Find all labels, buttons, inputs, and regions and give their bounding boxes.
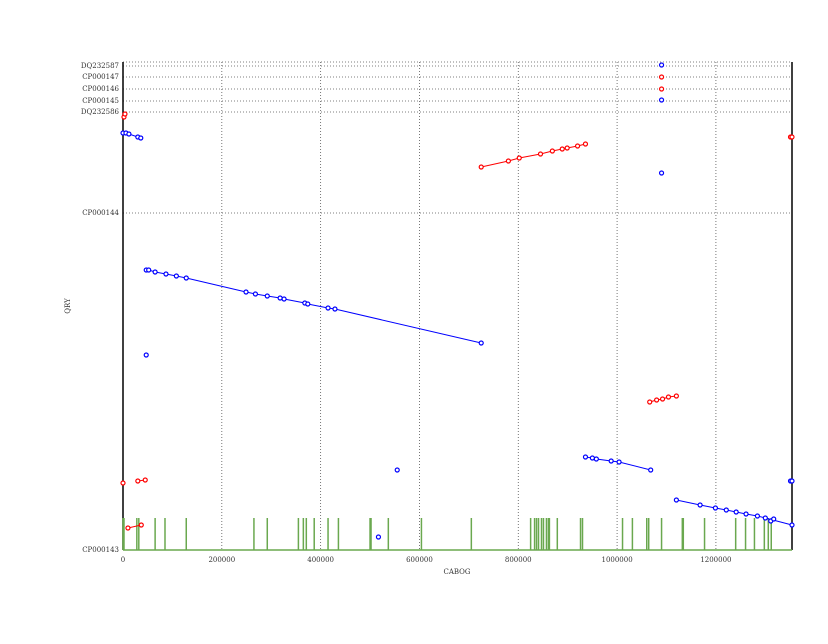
- point: [658, 86, 665, 92]
- point: [658, 170, 665, 176]
- x-tick-label: 600000: [406, 556, 433, 564]
- y-tick-label: CP000147: [82, 73, 119, 81]
- point: [754, 513, 761, 519]
- point: [264, 293, 270, 299]
- alignment-line: [123, 132, 793, 526]
- point: [659, 396, 666, 402]
- point: [673, 393, 679, 399]
- x-tick-label: 0: [121, 556, 125, 564]
- point: [564, 145, 570, 151]
- point: [648, 467, 654, 473]
- point: [478, 340, 484, 346]
- x-tick-label: 1000000: [601, 556, 632, 564]
- point: [478, 164, 484, 170]
- y-tick-label: CP000143: [82, 546, 119, 554]
- y-tick-label: CP000145: [82, 97, 119, 105]
- point: [647, 399, 653, 405]
- x-axis-label: CABOG: [443, 568, 470, 576]
- point: [658, 62, 665, 68]
- point: [771, 516, 777, 522]
- point: [138, 522, 144, 528]
- point: [762, 515, 768, 521]
- alignment-line: [124, 89, 792, 528]
- point: [305, 301, 311, 307]
- point: [152, 269, 158, 275]
- point: [135, 478, 141, 484]
- point: [789, 522, 795, 528]
- point: [723, 507, 729, 513]
- point: [252, 291, 259, 297]
- point: [120, 480, 126, 486]
- y-axis-label: QRY: [64, 298, 72, 314]
- point: [608, 458, 614, 464]
- point: [138, 135, 144, 141]
- point: [697, 502, 703, 508]
- point: [733, 509, 739, 515]
- point: [122, 111, 128, 117]
- point: [665, 394, 672, 400]
- point: [505, 158, 511, 164]
- point: [375, 534, 382, 540]
- point: [146, 267, 152, 273]
- point: [394, 467, 400, 473]
- point: [163, 271, 169, 277]
- point: [582, 141, 589, 147]
- point: [582, 454, 589, 460]
- point: [126, 131, 132, 137]
- point: [673, 497, 679, 503]
- y-tick-label: CP000146: [82, 85, 119, 93]
- point: [173, 273, 179, 279]
- y-tick-label: DQ232586: [81, 108, 120, 116]
- point: [516, 155, 522, 161]
- point: [325, 305, 331, 311]
- point: [616, 459, 622, 465]
- point: [559, 146, 565, 152]
- point: [125, 525, 131, 531]
- point: [658, 97, 665, 103]
- point: [658, 74, 665, 80]
- point: [183, 275, 189, 281]
- point: [789, 478, 795, 484]
- point: [789, 134, 795, 140]
- x-tick-label: 200000: [208, 556, 235, 564]
- point: [549, 148, 555, 154]
- x-tick-label: 400000: [307, 556, 334, 564]
- x-tick-label: 800000: [505, 556, 532, 564]
- y-tick-label: DQ232587: [81, 62, 119, 70]
- point: [712, 505, 719, 511]
- y-tick-label: CP000144: [82, 209, 119, 217]
- x-tick-label: 1200000: [700, 556, 731, 564]
- point: [332, 306, 338, 312]
- point: [142, 477, 148, 483]
- point: [574, 143, 581, 149]
- point: [243, 289, 249, 295]
- point: [143, 352, 149, 358]
- point: [593, 456, 599, 462]
- point: [281, 296, 287, 302]
- point: [537, 151, 544, 157]
- point: [743, 511, 749, 517]
- point: [654, 397, 660, 403]
